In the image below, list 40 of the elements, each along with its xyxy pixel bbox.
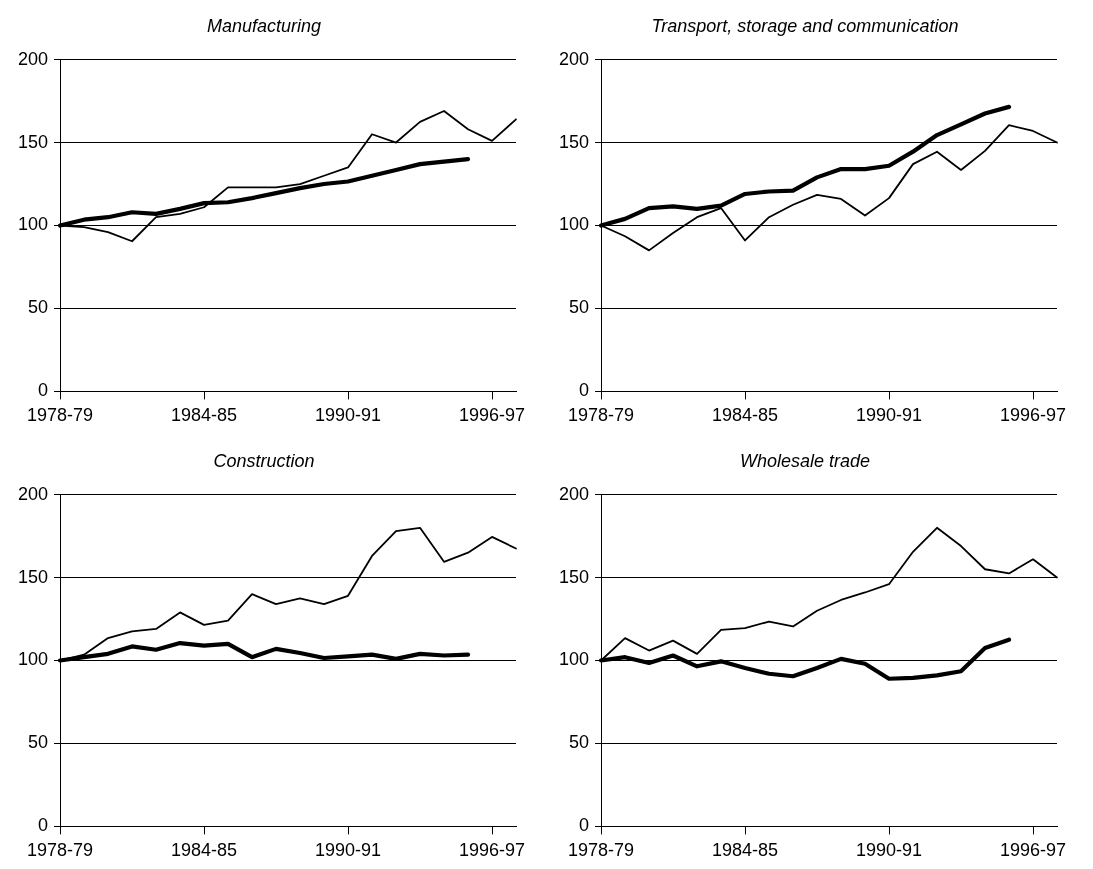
y-tick-label: 0 bbox=[38, 815, 49, 836]
chart-title: Construction bbox=[213, 450, 315, 471]
y-tick-label: 200 bbox=[558, 483, 590, 504]
y-tick-label: 100 bbox=[17, 214, 49, 235]
y-tick-label: 50 bbox=[569, 297, 590, 318]
y-tick-label: 50 bbox=[28, 732, 49, 753]
y-tick-label: 200 bbox=[558, 48, 590, 69]
y-tick-label: 100 bbox=[558, 649, 590, 670]
x-tick-label: 1996-97 bbox=[458, 405, 526, 426]
x-tick-label: 1978-79 bbox=[568, 840, 635, 861]
chart-title: Manufacturing bbox=[206, 15, 322, 36]
x-tick-label: 1984-85 bbox=[711, 405, 779, 426]
y-tick-label: 50 bbox=[28, 297, 49, 318]
x-tick-label: 1990-91 bbox=[855, 405, 923, 426]
x-tick-label: 1978-79 bbox=[568, 405, 635, 426]
x-tick-label: 1984-85 bbox=[170, 840, 238, 861]
x-tick-label: 1978-79 bbox=[27, 840, 94, 861]
y-tick-label: 100 bbox=[17, 649, 49, 670]
y-tick-label: 150 bbox=[17, 566, 49, 587]
y-tick-label: 200 bbox=[17, 483, 49, 504]
x-tick-label: 1996-97 bbox=[458, 840, 526, 861]
y-tick-label: 150 bbox=[17, 131, 49, 152]
y-tick-label: 50 bbox=[569, 732, 590, 753]
y-tick-label: 0 bbox=[38, 380, 49, 401]
y-tick-label: 0 bbox=[579, 380, 590, 401]
y-tick-label: 150 bbox=[558, 566, 590, 587]
x-tick-label: 1990-91 bbox=[855, 840, 923, 861]
x-tick-label: 1978-79 bbox=[27, 405, 94, 426]
y-tick-label: 150 bbox=[558, 131, 590, 152]
chart-title: Transport, storage and communication bbox=[651, 15, 959, 36]
y-tick-label: 0 bbox=[579, 815, 590, 836]
x-tick-label: 1996-97 bbox=[999, 405, 1067, 426]
x-tick-label: 1990-91 bbox=[314, 405, 382, 426]
x-tick-label: 1984-85 bbox=[711, 840, 779, 861]
chart-title: Wholesale trade bbox=[739, 450, 871, 471]
x-tick-label: 1984-85 bbox=[170, 405, 238, 426]
x-tick-label: 1996-97 bbox=[999, 840, 1067, 861]
y-tick-label: 100 bbox=[558, 214, 590, 235]
x-tick-label: 1990-91 bbox=[314, 840, 382, 861]
y-tick-label: 200 bbox=[17, 48, 49, 69]
